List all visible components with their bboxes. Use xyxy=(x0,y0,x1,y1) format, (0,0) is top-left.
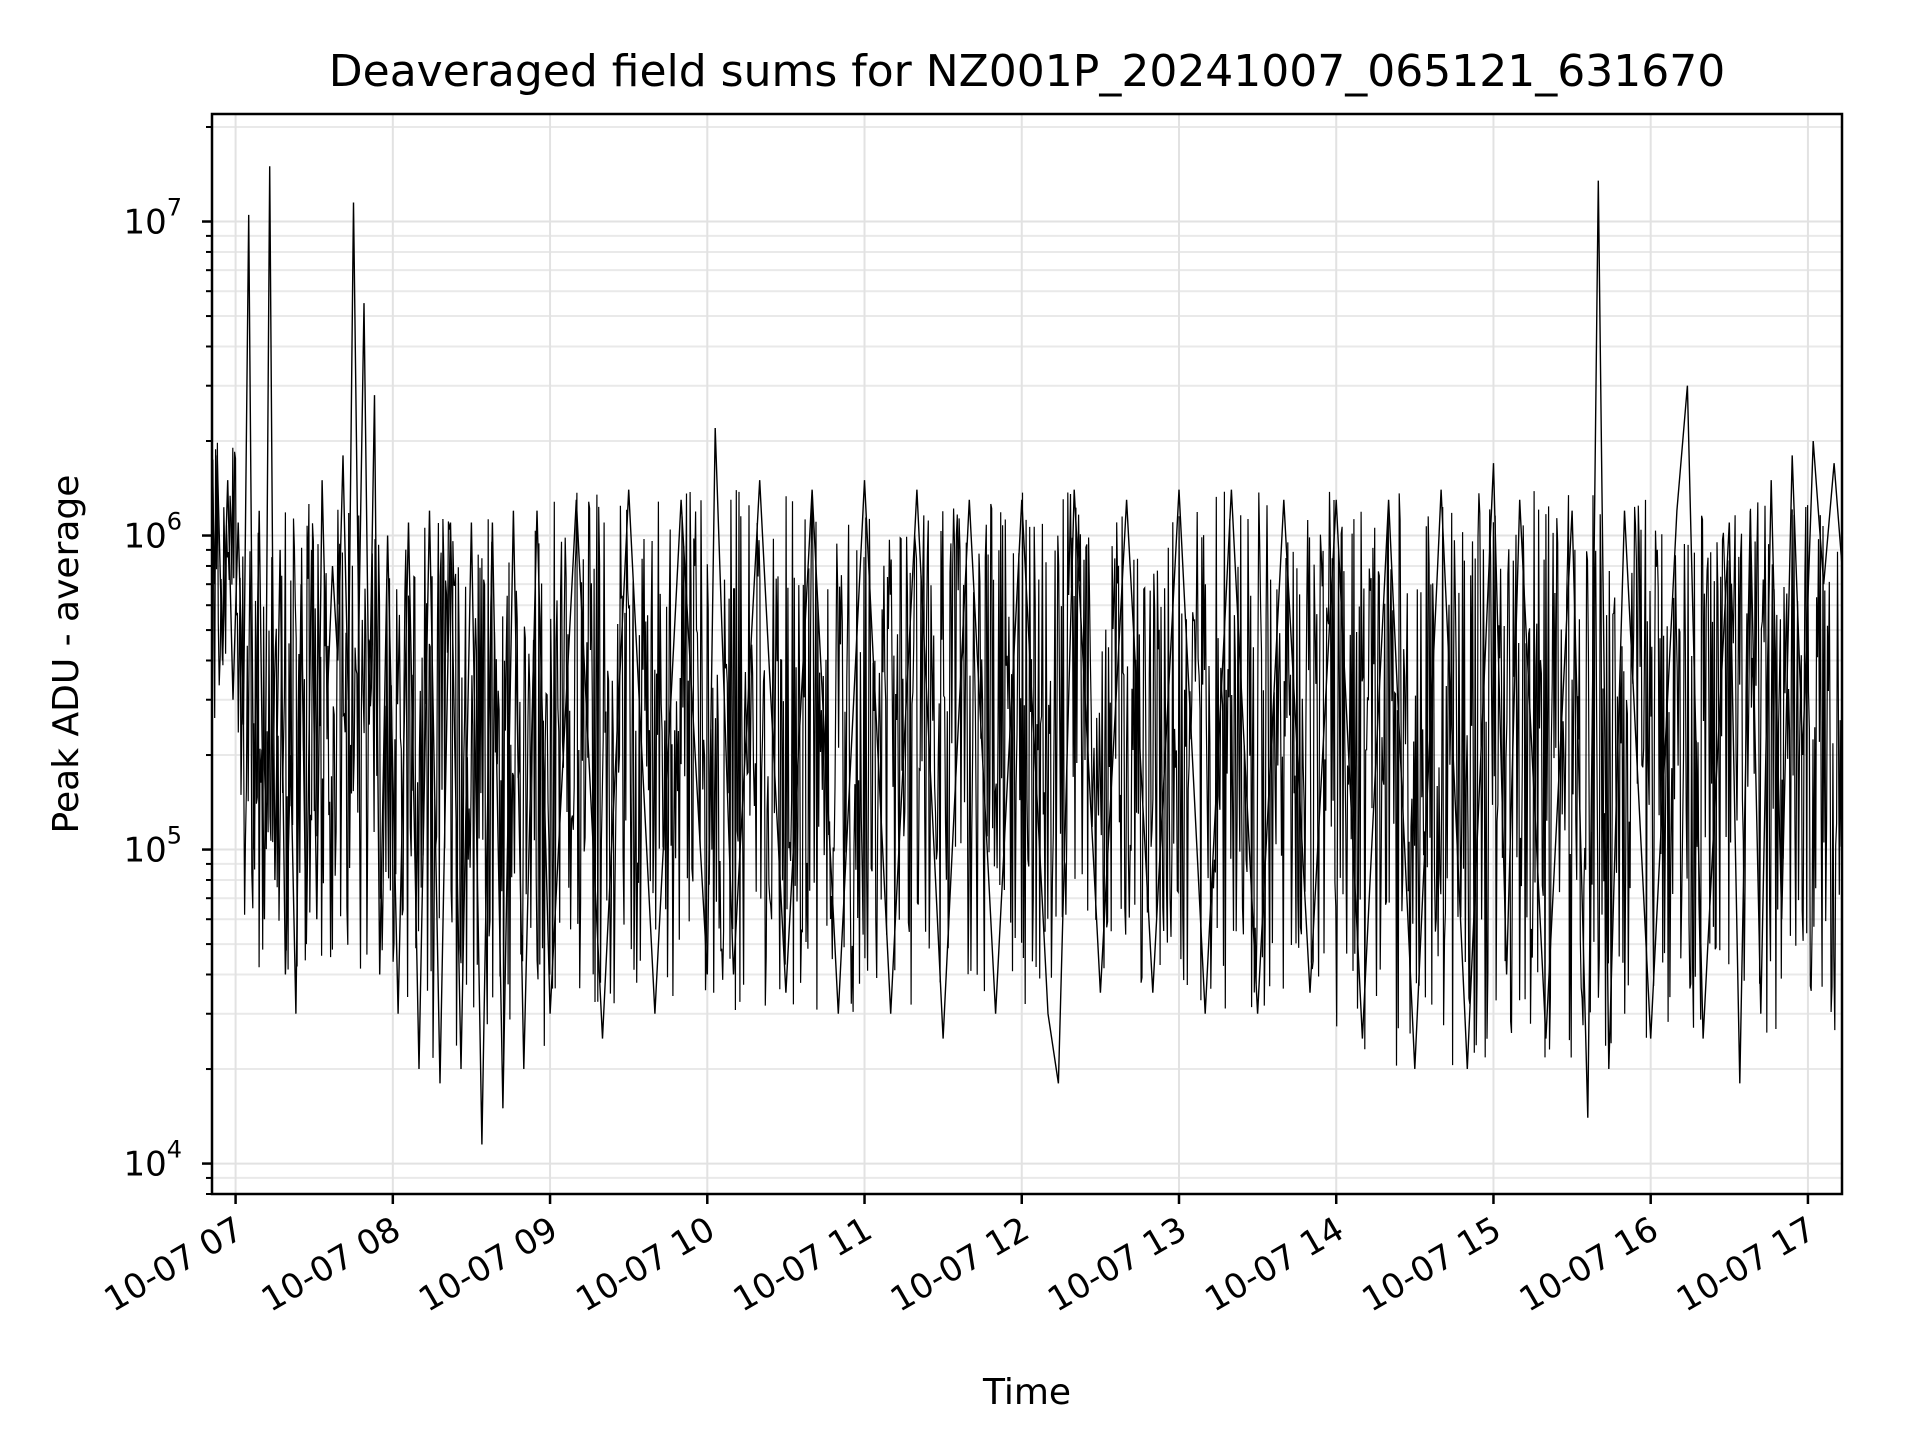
y-tick-label: 106 xyxy=(123,508,182,557)
y-tick-exponent: 5 xyxy=(167,822,182,850)
x-tick-label: 10-07 17 xyxy=(1670,1209,1822,1320)
y-tick-base: 10 xyxy=(123,831,166,871)
x-tick-label: 10-07 13 xyxy=(1041,1209,1193,1320)
y-tick-label: 107 xyxy=(123,194,182,243)
x-tick-label: 10-07 07 xyxy=(98,1209,250,1320)
y-tick-label: 104 xyxy=(123,1136,182,1185)
y-tick-exponent: 6 xyxy=(167,508,182,536)
y-axis-label: Peak ADU - average xyxy=(46,475,87,834)
series-noise-texture xyxy=(211,442,1843,1066)
x-tick-label: 10-07 10 xyxy=(569,1209,721,1320)
x-tick-label: 10-07 14 xyxy=(1198,1209,1350,1320)
x-tick-label: 10-07 12 xyxy=(884,1209,1036,1320)
y-tick-label: 105 xyxy=(123,822,182,871)
x-tick-label: 10-07 15 xyxy=(1356,1209,1508,1320)
plot-frame xyxy=(210,112,1844,1196)
y-tick-base: 10 xyxy=(123,203,166,243)
series-line-layer xyxy=(211,166,1843,1145)
y-tick-exponent: 4 xyxy=(167,1136,182,1164)
x-tick-label: 10-07 09 xyxy=(412,1209,564,1320)
y-tick-base: 10 xyxy=(123,517,166,557)
chart-title: Deaveraged field sums for NZ001P_2024100… xyxy=(329,46,1725,97)
x-tick-label: 10-07 11 xyxy=(727,1209,879,1320)
x-axis: 10-07 07 10-07 08 10-07 09 10-07 10 10-07 11… xyxy=(98,1194,1822,1320)
x-tick-label: 10-07 08 xyxy=(255,1209,407,1320)
x-axis-label: Time xyxy=(982,1372,1071,1413)
y-tick-exponent: 7 xyxy=(167,194,182,222)
x-tick-label: 10-07 16 xyxy=(1513,1209,1665,1320)
y-tick-base: 10 xyxy=(123,1145,166,1185)
